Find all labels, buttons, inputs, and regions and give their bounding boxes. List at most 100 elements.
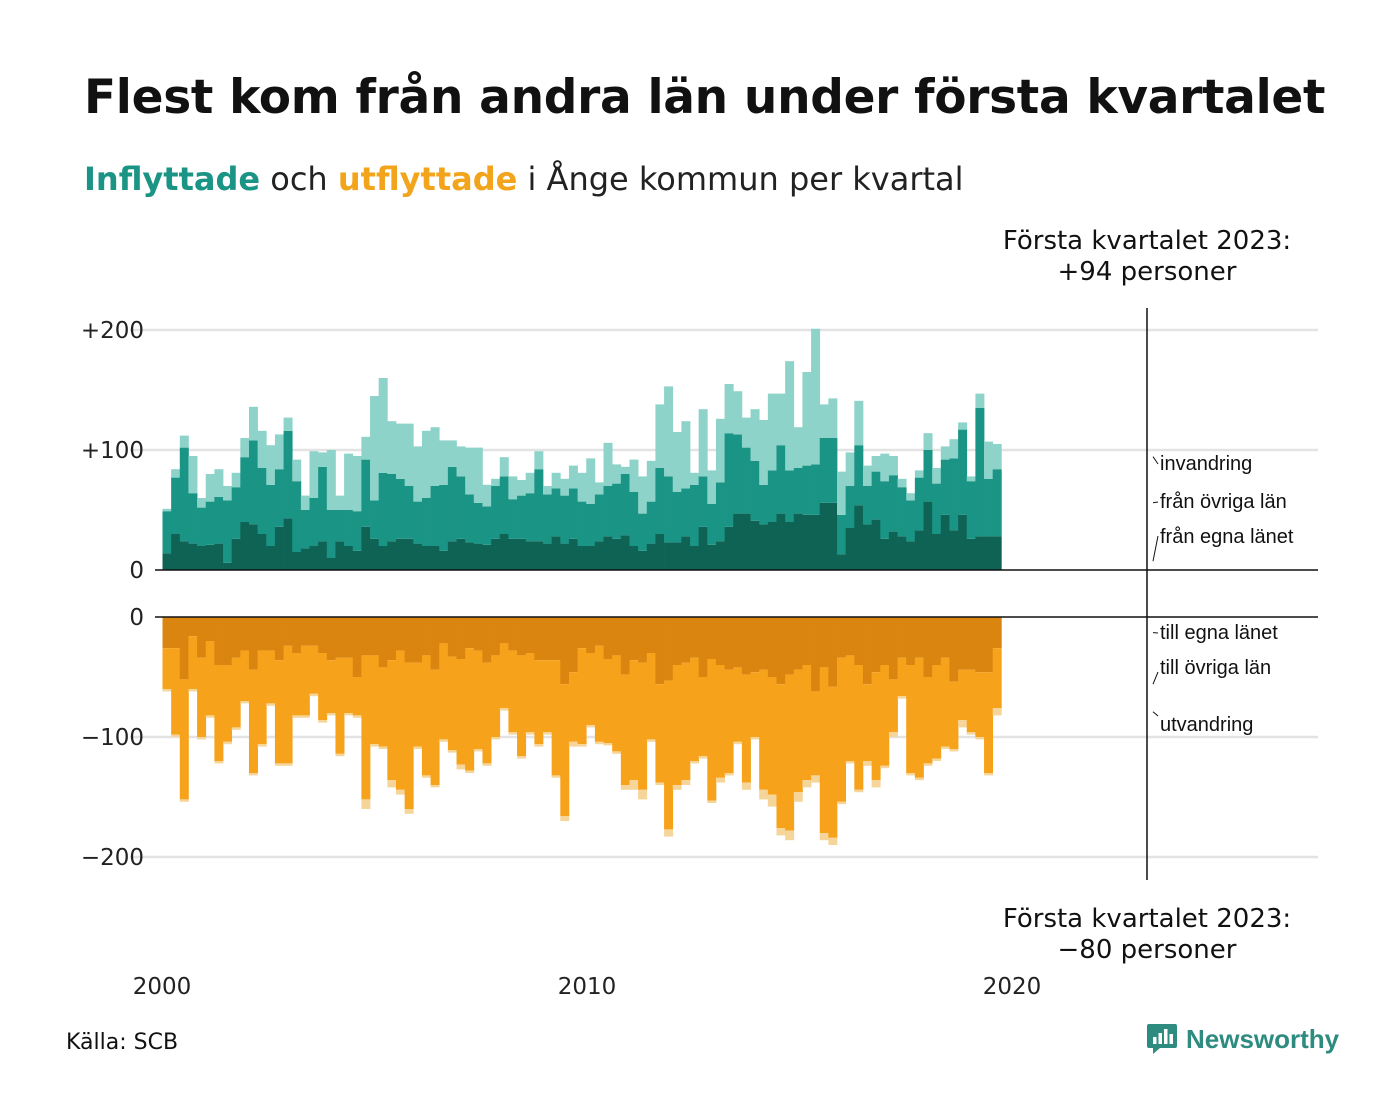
bar-out-0-93 [966,617,976,670]
bar-out-1-12 [266,650,276,704]
x-tick-2020: 2020 [983,974,1042,1000]
bar-out-1-38 [491,655,501,737]
bar-out-1-40 [508,650,518,733]
bar-out-2-9 [240,701,250,704]
bar-in-1-38 [491,486,501,539]
bar-in-0-14 [283,518,293,570]
bar-in-0-57 [655,534,665,570]
bar-out-0-20 [335,617,345,658]
bar-out-0-15 [292,617,302,653]
bar-out-1-0 [162,648,172,689]
bar-in-1-28 [404,486,414,539]
bar-out-2-43 [534,744,544,747]
bar-in-0-16 [300,548,310,570]
bar-out-2-12 [266,703,276,706]
bar-in-0-54 [629,546,639,570]
bar-in-2-16 [300,495,310,510]
bar-out-2-26 [387,780,397,788]
bar-in-0-46 [560,543,570,570]
bar-out-0-86 [906,617,916,665]
bar-out-0-54 [629,617,639,661]
bar-in-0-8 [231,538,241,570]
bar-out-1-36 [473,650,483,749]
bar-out-2-72 [785,830,795,841]
bar-in-1-80 [854,445,864,506]
bar-out-2-48 [577,744,587,747]
bar-out-1-77 [828,686,838,838]
bar-in-1-52 [612,483,622,539]
bar-in-1-34 [456,476,466,539]
bar-in-0-9 [240,522,250,570]
bar-in-1-82 [871,471,881,520]
bar-in-0-56 [646,543,656,570]
bar-out-0-74 [802,617,812,665]
bar-in-1-62 [698,476,708,527]
bar-in-2-34 [456,446,466,477]
bar-in-0-17 [309,546,319,570]
bar-in-0-59 [672,542,682,570]
bar-out-1-20 [335,657,345,754]
bar-in-2-26 [387,421,397,474]
bar-in-2-76 [819,404,829,438]
bar-out-1-63 [707,659,717,801]
bar-out-0-34 [456,617,466,659]
bar-in-2-86 [906,493,916,501]
bar-out-2-3 [188,689,198,692]
bar-in-0-28 [404,538,414,570]
bar-in-1-92 [958,429,968,515]
bar-in-1-19 [326,510,336,558]
bar-out-0-58 [664,617,674,681]
bar-out-0-7 [223,617,233,665]
bar-in-0-3 [188,543,198,570]
bar-out-2-50 [594,741,604,745]
bar-in-0-79 [845,528,855,570]
bar-in-0-76 [819,502,829,570]
bar-out-2-13 [274,763,284,766]
bar-out-0-57 [655,617,665,685]
bar-out-1-50 [594,645,604,742]
bar-in-1-70 [767,470,777,522]
bar-in-0-47 [568,538,578,570]
bar-out-1-89 [932,665,942,759]
bar-in-2-32 [439,440,449,485]
bar-out-2-7 [223,741,233,745]
bar-in-2-38 [491,478,501,486]
bar-in-2-61 [690,472,700,485]
bar-in-1-81 [862,486,872,525]
bar-out-0-10 [248,617,258,670]
label-fran-ovriga: från övriga län [1160,491,1287,513]
bar-out-0-21 [344,617,354,658]
bar-out-1-96 [992,648,1002,709]
bar-out-1-82 [871,672,881,781]
bar-out-2-79 [845,761,855,764]
bar-in-0-66 [733,513,743,570]
bar-out-0-41 [517,617,527,656]
y-tick-top-1: +100 [81,438,144,464]
bar-out-0-61 [690,617,700,658]
bar-in-0-39 [499,534,509,570]
bar-in-0-62 [698,526,708,570]
bar-out-2-11 [257,744,267,747]
bar-in-1-37 [482,506,492,545]
bar-out-1-2 [179,679,189,800]
bar-out-1-49 [586,653,596,725]
bar-out-2-71 [776,828,786,836]
bar-in-1-87 [914,477,924,531]
bar-out-1-24 [370,655,380,745]
bar-in-2-79 [845,452,855,486]
bar-out-1-81 [862,684,872,761]
bar-out-2-64 [715,777,725,783]
bar-in-2-24 [370,396,380,501]
bar-in-1-64 [715,482,725,542]
bar-in-0-91 [949,530,959,570]
bar-in-1-56 [646,501,656,544]
bar-in-0-96 [992,536,1002,570]
bar-in-2-39 [499,457,509,477]
bar-in-0-92 [958,514,968,570]
brand-logo[interactable]: Newsworthy [1146,1022,1339,1056]
bar-out-1-95 [984,672,994,773]
bar-in-2-19 [326,450,336,510]
bar-in-0-30 [421,546,431,570]
label-fran-egna: från egna länet [1160,526,1294,548]
bar-out-2-8 [231,727,241,730]
